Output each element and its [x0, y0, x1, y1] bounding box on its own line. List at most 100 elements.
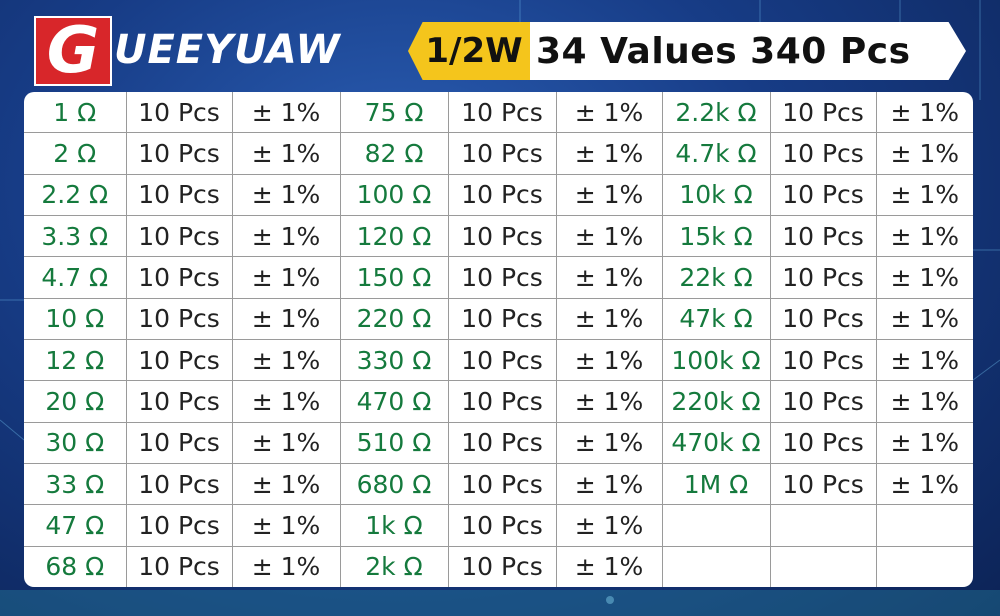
table-row: 47 Ω 10 Pcs ± 1% 1k Ω 10 Pcs ± 1%	[24, 504, 973, 547]
quantity-cell: 10 Pcs	[447, 504, 557, 547]
quantity-cell: 10 Pcs	[769, 173, 877, 216]
tolerance-cell: ± 1%	[555, 132, 663, 175]
quantity-cell: 10 Pcs	[125, 92, 233, 134]
empty-cell	[769, 504, 877, 547]
quantity-cell: 10 Pcs	[769, 132, 877, 175]
table-row: 2.2 Ω 10 Pcs ± 1% 100 Ω 10 Pcs ± 1% 10k Ω 10 Pc…	[24, 173, 973, 216]
quantity-cell: 10 Pcs	[769, 256, 877, 299]
quantity-cell: 10 Pcs	[125, 545, 233, 587]
resistance-value-cell: 680 Ω	[339, 463, 449, 506]
tolerance-cell: ± 1%	[231, 338, 341, 382]
resistance-value-cell: 1M Ω	[661, 463, 771, 506]
resistance-value-cell: 470k Ω	[661, 421, 771, 465]
tolerance-cell: ± 1%	[875, 256, 973, 299]
quantity-cell: 10 Pcs	[769, 463, 877, 506]
resistance-value-cell: 1 Ω	[24, 92, 127, 134]
tolerance-cell: ± 1%	[555, 256, 663, 299]
title-banner: 34 Values 340 Pcs	[530, 22, 966, 80]
table-row: 12 Ω 10 Pcs ± 1% 330 Ω 10 Pcs ± 1% 100k Ω 10 Pc…	[24, 338, 973, 382]
resistance-value-cell: 100 Ω	[339, 173, 449, 216]
resistance-value-cell: 150 Ω	[339, 256, 449, 299]
tolerance-cell: ± 1%	[875, 380, 973, 423]
page-title: 34 Values 340 Pcs	[536, 30, 911, 72]
table-row: 68 Ω 10 Pcs ± 1% 2k Ω 10 Pcs ± 1%	[24, 545, 973, 587]
resistance-value-cell: 2k Ω	[339, 545, 449, 587]
quantity-cell: 10 Pcs	[125, 421, 233, 465]
tolerance-cell: ± 1%	[231, 173, 341, 216]
resistance-value-cell: 220k Ω	[661, 380, 771, 423]
tolerance-cell: ± 1%	[231, 297, 341, 340]
tolerance-cell: ± 1%	[555, 297, 663, 340]
resistance-value-cell: 510 Ω	[339, 421, 449, 465]
resistance-value-cell: 4.7k Ω	[661, 132, 771, 175]
tolerance-cell: ± 1%	[231, 463, 341, 506]
tolerance-cell: ± 1%	[231, 380, 341, 423]
resistance-value-cell: 120 Ω	[339, 214, 449, 258]
tolerance-cell: ± 1%	[555, 545, 663, 587]
tolerance-cell: ± 1%	[875, 421, 973, 465]
resistance-value-cell: 1k Ω	[339, 504, 449, 547]
resistance-value-cell: 470 Ω	[339, 380, 449, 423]
resistance-value-cell: 2.2 Ω	[24, 173, 127, 216]
tolerance-cell: ± 1%	[875, 92, 973, 134]
quantity-cell: 10 Pcs	[769, 297, 877, 340]
brand-logo-mark: G	[34, 16, 112, 86]
tolerance-cell: ± 1%	[875, 297, 973, 340]
tolerance-cell: ± 1%	[231, 92, 341, 134]
resistance-value-cell: 12 Ω	[24, 338, 127, 382]
table-row: 3.3 Ω 10 Pcs ± 1% 120 Ω 10 Pcs ± 1% 15k Ω 10 Pc…	[24, 214, 973, 258]
table-row: 33 Ω 10 Pcs ± 1% 680 Ω 10 Pcs ± 1% 1M Ω 10 Pcs ±…	[24, 463, 973, 506]
empty-cell	[875, 545, 973, 587]
resistor-values-table: 1 Ω 10 Pcs ± 1% 75 Ω 10 Pcs ± 1% 2.2k Ω 10 Pcs ±…	[24, 92, 973, 587]
quantity-cell: 10 Pcs	[769, 338, 877, 382]
tolerance-cell: ± 1%	[231, 545, 341, 587]
resistance-value-cell: 47k Ω	[661, 297, 771, 340]
table-row: 20 Ω 10 Pcs ± 1% 470 Ω 10 Pcs ± 1% 220k Ω 10 Pc…	[24, 380, 973, 423]
tolerance-cell: ± 1%	[555, 463, 663, 506]
tolerance-cell: ± 1%	[555, 92, 663, 134]
tolerance-cell: ± 1%	[875, 338, 973, 382]
resistance-value-cell: 330 Ω	[339, 338, 449, 382]
resistance-value-cell: 2.2k Ω	[661, 92, 771, 134]
empty-cell	[875, 504, 973, 547]
quantity-cell: 10 Pcs	[447, 256, 557, 299]
quantity-cell: 10 Pcs	[769, 214, 877, 258]
resistance-value-cell: 30 Ω	[24, 421, 127, 465]
resistance-value-cell: 47 Ω	[24, 504, 127, 547]
tolerance-cell: ± 1%	[231, 421, 341, 465]
resistance-value-cell: 4.7 Ω	[24, 256, 127, 299]
quantity-cell: 10 Pcs	[447, 421, 557, 465]
table-row: 2 Ω 10 Pcs ± 1% 82 Ω 10 Pcs ± 1% 4.7k Ω 10 Pcs ±…	[24, 132, 973, 175]
resistance-value-cell: 10k Ω	[661, 173, 771, 216]
tolerance-cell: ± 1%	[555, 214, 663, 258]
quantity-cell: 10 Pcs	[447, 132, 557, 175]
tolerance-cell: ± 1%	[875, 463, 973, 506]
tolerance-cell: ± 1%	[231, 214, 341, 258]
header: G UEEYUAW 1/2W 34 Values 340 Pcs	[0, 0, 1000, 92]
tolerance-cell: ± 1%	[231, 256, 341, 299]
quantity-cell: 10 Pcs	[125, 132, 233, 175]
tolerance-cell: ± 1%	[875, 173, 973, 216]
quantity-cell: 10 Pcs	[125, 256, 233, 299]
empty-cell	[661, 504, 771, 547]
quantity-cell: 10 Pcs	[125, 297, 233, 340]
resistance-value-cell: 10 Ω	[24, 297, 127, 340]
tolerance-cell: ± 1%	[555, 421, 663, 465]
wattage-badge: 1/2W	[408, 22, 530, 80]
resistance-value-cell: 75 Ω	[339, 92, 449, 134]
quantity-cell: 10 Pcs	[125, 380, 233, 423]
quantity-cell: 10 Pcs	[447, 173, 557, 216]
tolerance-cell: ± 1%	[231, 132, 341, 175]
quantity-cell: 10 Pcs	[447, 297, 557, 340]
resistance-value-cell: 82 Ω	[339, 132, 449, 175]
quantity-cell: 10 Pcs	[125, 504, 233, 547]
quantity-cell: 10 Pcs	[447, 463, 557, 506]
quantity-cell: 10 Pcs	[125, 214, 233, 258]
tolerance-cell: ± 1%	[875, 214, 973, 258]
quantity-cell: 10 Pcs	[447, 380, 557, 423]
tolerance-cell: ± 1%	[555, 380, 663, 423]
quantity-cell: 10 Pcs	[769, 380, 877, 423]
quantity-cell: 10 Pcs	[125, 173, 233, 216]
